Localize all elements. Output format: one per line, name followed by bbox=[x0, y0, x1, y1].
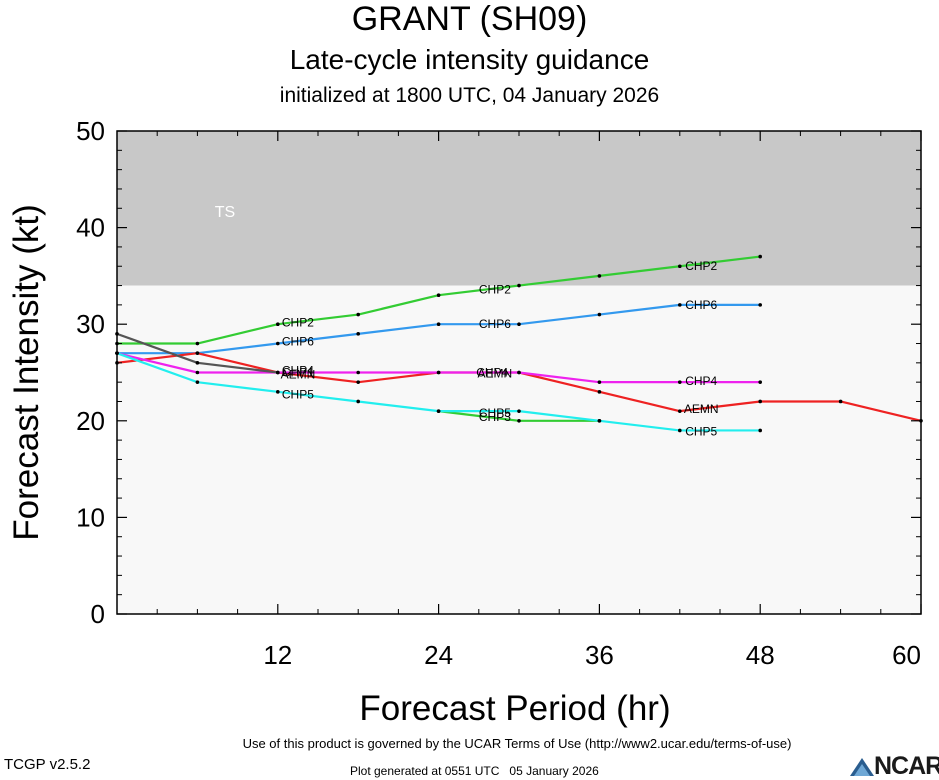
y-tick-label-30: 30 bbox=[76, 309, 105, 339]
y-tick-label-10: 10 bbox=[76, 502, 105, 532]
point-chp5-12 bbox=[276, 390, 280, 394]
ncar-logo: NCAR bbox=[848, 752, 939, 780]
intensity-bands: TS bbox=[117, 131, 921, 614]
band-1 bbox=[117, 285, 921, 614]
series-label-chp5-2: CHP5 bbox=[685, 424, 717, 438]
point-chp2-30 bbox=[517, 283, 521, 288]
point-chp5-48 bbox=[758, 428, 762, 433]
series-label-chp3-0: CHP3 bbox=[479, 410, 511, 424]
series-points bbox=[115, 254, 923, 433]
series-label-chp5-1: CHP5 bbox=[479, 406, 511, 420]
x-tick-label-60: 60 bbox=[892, 640, 921, 670]
series-label-chp6-2: CHP6 bbox=[685, 298, 717, 312]
terms-of-use: Use of this product is governed by the U… bbox=[242, 736, 792, 751]
point-chp6-18 bbox=[356, 332, 361, 336]
point-aemn-36 bbox=[597, 390, 602, 394]
series-label-chp4-2: CHP4 bbox=[685, 374, 717, 388]
series-label-chp2-1: CHP2 bbox=[479, 282, 511, 296]
series-label-chp4-1: CHP4 bbox=[476, 366, 508, 380]
point-chp4-36 bbox=[597, 380, 602, 384]
y-tick-label-0: 0 bbox=[91, 599, 105, 629]
series-label-chp4-0: CHP4 bbox=[282, 364, 314, 378]
series-label-chp5-0: CHP5 bbox=[282, 388, 314, 402]
x-tick-label-12: 12 bbox=[263, 640, 292, 670]
generated-time: Plot generated at 0551 UTC 05 January 20… bbox=[350, 764, 599, 778]
x-tick-label-36: 36 bbox=[585, 640, 614, 670]
point-chp6-48 bbox=[758, 303, 762, 307]
series-label-chp1-0: CHP1 bbox=[282, 366, 314, 380]
point-chp2-18 bbox=[356, 312, 361, 317]
version-label: TCGP v2.5.2 bbox=[4, 756, 91, 773]
chart-title: GRANT (SH09) bbox=[351, 0, 588, 38]
point-aemn-6 bbox=[195, 351, 200, 355]
y-tick-label-40: 40 bbox=[76, 213, 105, 243]
point-aemn-42 bbox=[678, 409, 682, 413]
point-chp5-24 bbox=[436, 409, 441, 413]
series-label-chp2-0: CHP2 bbox=[282, 315, 314, 329]
point-chp3-30 bbox=[517, 419, 521, 423]
y-tick-label-50: 50 bbox=[76, 116, 105, 146]
ncar-logo-icon bbox=[850, 758, 874, 776]
point-chp2-48 bbox=[758, 254, 762, 259]
point-chp5-36 bbox=[597, 419, 602, 423]
point-chp2-24 bbox=[436, 293, 441, 298]
band-label-ts: TS bbox=[215, 204, 235, 221]
point-aemn-54 bbox=[838, 399, 843, 404]
point-chp1-6 bbox=[195, 361, 200, 365]
series-label-chp6-0: CHP6 bbox=[282, 335, 314, 349]
point-chp2-36 bbox=[597, 274, 602, 278]
point-aemn-48 bbox=[758, 399, 762, 404]
point-chp4-6 bbox=[195, 370, 200, 375]
y-tick-label-20: 20 bbox=[76, 406, 105, 436]
y-axis-label: Forecast Intensity (kt) bbox=[7, 204, 46, 540]
series-label-chp6-1: CHP6 bbox=[479, 317, 511, 331]
point-chp5-18 bbox=[356, 399, 361, 404]
point-chp4-18 bbox=[356, 370, 361, 375]
series-label-aemn-0: AEMN bbox=[281, 367, 316, 381]
series-label-aemn-1: AEMN bbox=[478, 366, 513, 380]
point-chp6-30 bbox=[517, 322, 521, 327]
chart-subtitle: Late-cycle intensity guidance bbox=[289, 44, 650, 75]
series-label-chp2-2: CHP2 bbox=[685, 259, 717, 273]
point-chp4-24 bbox=[436, 370, 441, 375]
point-chp6-24 bbox=[436, 322, 441, 327]
point-chp4-42 bbox=[678, 380, 682, 384]
point-chp5-42 bbox=[678, 428, 682, 433]
point-chp4-30 bbox=[517, 370, 521, 375]
point-aemn-18 bbox=[356, 380, 361, 384]
axes: 0 10 20 30 40 50 12 24 36 48 60 Forecast Period (hr… bbox=[7, 116, 922, 728]
point-chp2-6 bbox=[195, 341, 200, 346]
x-tick-label-48: 48 bbox=[746, 640, 775, 670]
point-chp6-36 bbox=[597, 312, 602, 317]
band-0 bbox=[117, 131, 921, 286]
initialization-time: initialized at 1800 UTC, 04 January 2026 bbox=[279, 84, 660, 107]
point-chp6-12 bbox=[276, 341, 280, 346]
point-chp2-42 bbox=[678, 264, 682, 269]
point-chp6-42 bbox=[678, 303, 682, 307]
x-tick-label-24: 24 bbox=[424, 640, 453, 670]
point-chp1-12 bbox=[276, 370, 280, 375]
point-chp4-48 bbox=[758, 380, 762, 384]
x-axis-label: Forecast Period (hr) bbox=[359, 689, 670, 728]
series-label-aemn-2: AEMN bbox=[684, 402, 719, 416]
point-chp5-30 bbox=[517, 409, 521, 413]
point-chp5-6 bbox=[195, 380, 200, 384]
point-chp2-12 bbox=[276, 322, 280, 327]
ncar-logo-text: NCAR bbox=[874, 752, 939, 780]
